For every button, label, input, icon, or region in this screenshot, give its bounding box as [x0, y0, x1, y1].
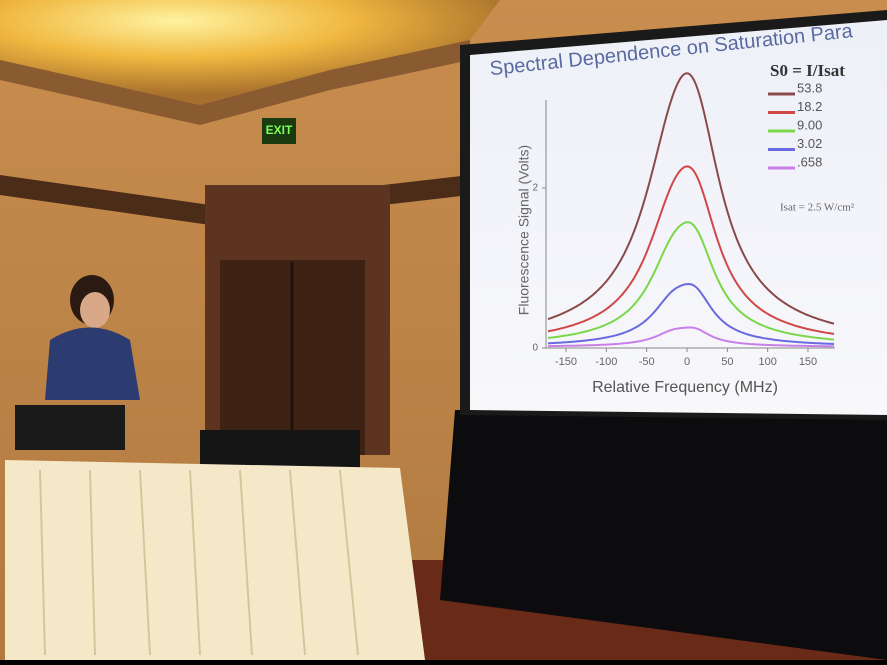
legend-label: 53.8 [797, 80, 822, 95]
x-tick-label: -100 [595, 356, 617, 368]
x-tick-label: 0 [684, 356, 690, 368]
x-tick-label: -50 [639, 356, 655, 368]
x-axis-label: Relative Frequency (MHz) [592, 379, 778, 396]
y-axis-label: Fluorescence Signal (Volts) [516, 145, 532, 315]
x-tick-label: -150 [555, 356, 577, 368]
x-tick-label: 50 [721, 356, 733, 368]
y-tick-label: 0 [532, 343, 538, 354]
legend-title: S0 = I/Isat [770, 61, 845, 80]
legend-label: 9.00 [797, 117, 822, 132]
equipment [15, 405, 125, 450]
legend-label: 18.2 [797, 99, 822, 114]
isat-note: Isat = 2.5 W/cm² [780, 202, 855, 214]
shirt [45, 328, 140, 401]
photo: EXIT Spectral Dependence on Saturation P… [0, 0, 887, 660]
exit-text: EXIT [266, 123, 293, 137]
face [80, 292, 110, 328]
tablecloth [5, 460, 425, 660]
legend-label: .658 [797, 154, 822, 169]
y-tick-label: 2 [532, 183, 538, 194]
x-tick-label: 150 [799, 356, 817, 368]
legend-label: 3.02 [797, 136, 822, 151]
x-tick-label: 100 [758, 356, 776, 368]
